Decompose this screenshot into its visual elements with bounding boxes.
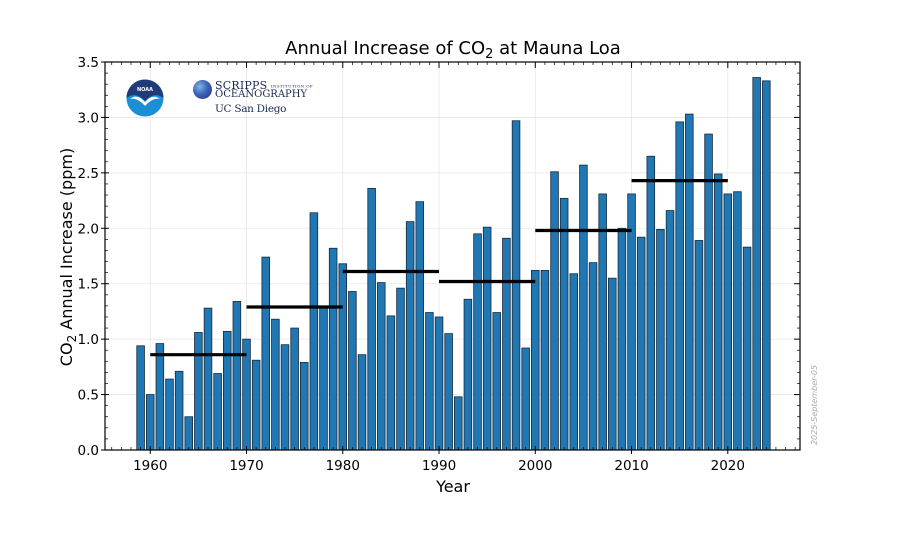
x-tick-label: 1970 xyxy=(229,458,263,474)
bar-1998 xyxy=(511,120,521,451)
y-axis-label: CO2 Annual Increase (ppm) xyxy=(57,148,79,366)
bar-2022 xyxy=(742,246,752,451)
noaa-emblem-icon: NOAA xyxy=(126,79,164,117)
bar-1996 xyxy=(492,312,502,451)
bar-2003 xyxy=(559,197,569,451)
bar-2013 xyxy=(656,228,665,451)
bar-1962 xyxy=(165,378,174,451)
bar-2009 xyxy=(617,227,627,451)
bar-2021 xyxy=(733,191,742,451)
bar-1977 xyxy=(309,212,319,451)
bar-2019 xyxy=(713,173,723,451)
bar-1963 xyxy=(174,370,184,451)
bar-1982 xyxy=(357,354,367,451)
bar-2024 xyxy=(762,80,771,451)
bar-1972 xyxy=(261,256,271,451)
bar-2017 xyxy=(694,240,704,451)
bar-2020 xyxy=(723,193,733,451)
bar-1965 xyxy=(194,332,203,451)
y-tick-label: 0.0 xyxy=(78,443,99,459)
ucsd-name: UC San Diego xyxy=(215,103,287,115)
svg-text:NOAA: NOAA xyxy=(137,87,153,93)
bar-1994 xyxy=(473,233,482,451)
bar-1959 xyxy=(136,345,145,451)
bar-1975 xyxy=(290,327,299,451)
bar-2005 xyxy=(579,164,588,451)
bar-1974 xyxy=(280,344,290,451)
x-axis-label: Year xyxy=(435,477,470,496)
bar-2012 xyxy=(646,155,656,451)
bar-1995 xyxy=(482,226,492,451)
bar-2011 xyxy=(636,236,646,451)
bar-2008 xyxy=(608,277,617,451)
bar-1989 xyxy=(425,312,434,451)
bar-1981 xyxy=(348,291,357,451)
y-tick-label: 3.0 xyxy=(78,110,99,126)
bar-2002 xyxy=(550,171,559,451)
bar-1966 xyxy=(203,307,213,451)
bar-1967 xyxy=(213,373,222,451)
bar-1969 xyxy=(232,301,242,451)
x-tick-label: 1960 xyxy=(133,458,167,474)
x-tick-label: 1980 xyxy=(326,458,360,474)
y-tick-label: 1.0 xyxy=(78,332,99,348)
scripps-name: SCRIPPS INSTITUTION OF xyxy=(215,79,314,92)
x-tick-label: 2020 xyxy=(711,458,745,474)
bar-1984 xyxy=(377,282,386,451)
bar-1991 xyxy=(444,333,453,451)
bar-2016 xyxy=(685,113,694,451)
bar-1980 xyxy=(338,263,348,451)
y-tick-label: 1.5 xyxy=(78,277,99,293)
bar-1986 xyxy=(396,287,405,451)
bars xyxy=(136,77,771,451)
bar-2004 xyxy=(569,273,579,451)
bar-1964 xyxy=(184,416,193,451)
x-tick-labels: 1960 1970 1980 1990 2000 2010 2020 xyxy=(133,458,745,474)
scripps-globe-icon xyxy=(193,80,212,99)
bar-1983 xyxy=(367,187,376,451)
axis-ticks xyxy=(101,61,800,454)
bar-1985 xyxy=(386,315,396,451)
x-tick-label: 1990 xyxy=(422,458,456,474)
scripps-ucsd-logo: SCRIPPS INSTITUTION OF OCEANOGRAPHY UC S… xyxy=(193,79,313,119)
y-tick-label: 2.5 xyxy=(78,166,99,182)
bar-1988 xyxy=(415,201,425,451)
noaa-logo: NOAA xyxy=(126,79,164,117)
bar-1993 xyxy=(463,298,473,451)
bar-2015 xyxy=(675,121,684,451)
bar-1968 xyxy=(223,330,232,451)
y-tick-labels: 0.0 0.5 1.0 1.5 2.0 2.5 3.0 3.5 xyxy=(78,55,99,459)
bar-1961 xyxy=(155,343,165,451)
y-tick-label: 2.0 xyxy=(78,221,99,237)
bar-2006 xyxy=(588,262,598,451)
y-tick-label: 0.5 xyxy=(78,388,99,404)
bar-1976 xyxy=(300,362,309,451)
bar-2001 xyxy=(540,270,550,451)
scripps-oceanography: OCEANOGRAPHY xyxy=(215,89,308,100)
bar-1971 xyxy=(251,359,261,451)
bar-1978 xyxy=(319,305,328,451)
bar-2023 xyxy=(752,77,761,451)
bar-1979 xyxy=(328,247,338,451)
bar-2000 xyxy=(531,270,540,451)
bar-1990 xyxy=(434,316,444,451)
x-tick-label: 2000 xyxy=(518,458,552,474)
bar-2014 xyxy=(665,210,675,451)
plot-frame xyxy=(104,61,801,451)
chart-title: Annual Increase of CO2 at Mauna Loa xyxy=(285,38,621,62)
date-stamp: 2025-September-05 xyxy=(810,365,819,445)
bar-1960 xyxy=(145,394,155,451)
y-tick-label: 3.5 xyxy=(78,55,99,71)
bar-2007 xyxy=(598,193,607,451)
x-tick-label: 2010 xyxy=(614,458,648,474)
bar-1973 xyxy=(271,318,280,451)
bar-2010 xyxy=(627,193,636,451)
decade-means xyxy=(150,179,728,357)
bar-1999 xyxy=(521,347,530,451)
bar-1997 xyxy=(502,237,511,451)
bar-1992 xyxy=(454,396,463,451)
bar-1987 xyxy=(405,221,415,451)
